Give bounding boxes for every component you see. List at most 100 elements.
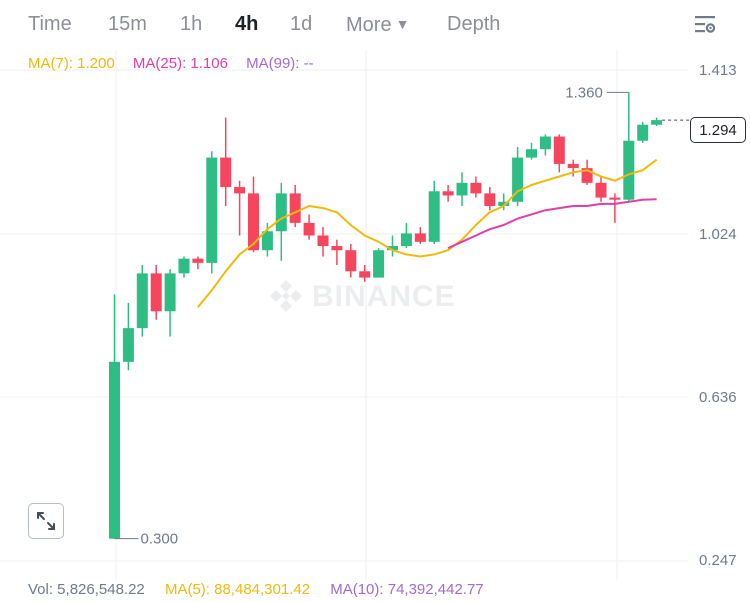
candle (498, 193, 510, 211)
candle (178, 256, 190, 278)
volume-legend: Vol: 5,826,548.22 MA(5): 88,484,301.42 M… (28, 581, 500, 599)
price-axis-label: 1.413 (699, 62, 737, 79)
candle-body (373, 250, 385, 278)
candle-body (623, 140, 635, 200)
candle (317, 227, 329, 257)
candle-body (428, 191, 440, 242)
candle (206, 151, 218, 274)
price-axis-label: 0.636 (699, 389, 737, 406)
volume-ma5: MA(5): 88,484,301.42 (164, 581, 311, 598)
tab-depth[interactable]: Depth (447, 13, 501, 35)
candle-body (442, 191, 454, 196)
candle (595, 176, 607, 202)
tab-more[interactable]: More ▼ (346, 12, 409, 37)
candle-body (331, 246, 343, 251)
candle (470, 176, 482, 198)
candlestick-chart[interactable]: 1.360 0.300 (0, 50, 750, 580)
caret-down-icon: ▼ (395, 16, 410, 32)
candle (581, 159, 593, 185)
price-markers: 1.360 0.300 (114, 84, 690, 548)
candle (553, 134, 565, 173)
candle-body (345, 250, 357, 272)
ma7-line (197, 158, 658, 308)
candle-body (651, 120, 663, 125)
candle (220, 117, 232, 207)
tab-1d[interactable]: 1d (290, 13, 313, 35)
legend-ma99: MA(99): -- (246, 55, 314, 72)
candle-body (109, 361, 120, 539)
price-axis-label: 1.024 (699, 226, 737, 243)
candle-body (609, 197, 621, 200)
candle-body (150, 273, 162, 312)
ma-legend: MA(7): 1.200 MA(25): 1.106 MA(99): -- (28, 55, 328, 73)
chart-settings-icon[interactable] (693, 13, 717, 37)
expand-icon (37, 512, 55, 530)
candle (345, 243, 357, 278)
tab-more-label: More (346, 14, 392, 36)
toolbar: Time 15m 1h 4h 1d More ▼ Depth (0, 0, 750, 50)
candle-body (567, 163, 579, 169)
candle (109, 294, 120, 539)
tab-4h[interactable]: 4h (235, 13, 259, 35)
candle (567, 159, 579, 177)
candle (414, 227, 426, 244)
candle (539, 134, 551, 156)
candle-body (400, 233, 412, 247)
legend-ma7: MA(7): 1.200 (28, 55, 115, 72)
candle (275, 182, 287, 261)
candle-body (234, 187, 246, 194)
volume-ma10: MA(10): 74,392,442.77 (330, 581, 484, 598)
candle-body (581, 168, 593, 183)
candle (150, 264, 162, 320)
candle-body (553, 136, 565, 164)
candle-body (637, 124, 649, 141)
candle (400, 222, 412, 249)
candle-body (178, 258, 190, 274)
candle-body (275, 193, 287, 232)
candle (609, 193, 621, 223)
candle-body (512, 157, 524, 202)
candle (331, 239, 343, 265)
candle-body (206, 157, 218, 263)
tab-15m[interactable]: 15m (108, 13, 147, 35)
low-price-marker: 0.300 (141, 531, 179, 548)
candle (303, 214, 315, 240)
ma25-line (447, 198, 657, 250)
candle-body (136, 273, 148, 329)
binance-watermark: BINANCE (268, 278, 488, 316)
candles (109, 92, 663, 539)
candle (442, 184, 454, 202)
candle-body (192, 258, 204, 263)
candle (136, 264, 148, 337)
watermark-text: BINANCE (312, 280, 456, 313)
candle (387, 235, 398, 257)
ma-lines (197, 158, 658, 308)
candle-body (122, 328, 134, 362)
candle-body (414, 233, 426, 242)
candle (637, 121, 649, 143)
candle (623, 92, 635, 202)
candle (651, 117, 663, 127)
candle (484, 187, 496, 211)
candle-body (539, 136, 551, 150)
fullscreen-button[interactable] (28, 503, 64, 539)
candle-body (289, 193, 301, 223)
tab-1h[interactable]: 1h (180, 13, 203, 35)
candle-body (387, 246, 398, 251)
candle-body (595, 182, 607, 198)
candle-body (261, 231, 273, 251)
tab-time[interactable]: Time (28, 13, 72, 35)
candle-body (220, 157, 232, 188)
candle-body (470, 182, 482, 194)
candle-body (526, 149, 537, 158)
high-price-marker: 1.360 (565, 84, 603, 101)
candle-body (317, 235, 329, 247)
candle (192, 256, 204, 270)
price-axis-label: 0.247 (699, 552, 737, 569)
candle-body (456, 182, 468, 196)
candle (359, 264, 371, 282)
candle-body (359, 271, 371, 278)
candle-body (164, 273, 176, 312)
candle (526, 142, 537, 160)
candle-body (303, 222, 315, 236)
